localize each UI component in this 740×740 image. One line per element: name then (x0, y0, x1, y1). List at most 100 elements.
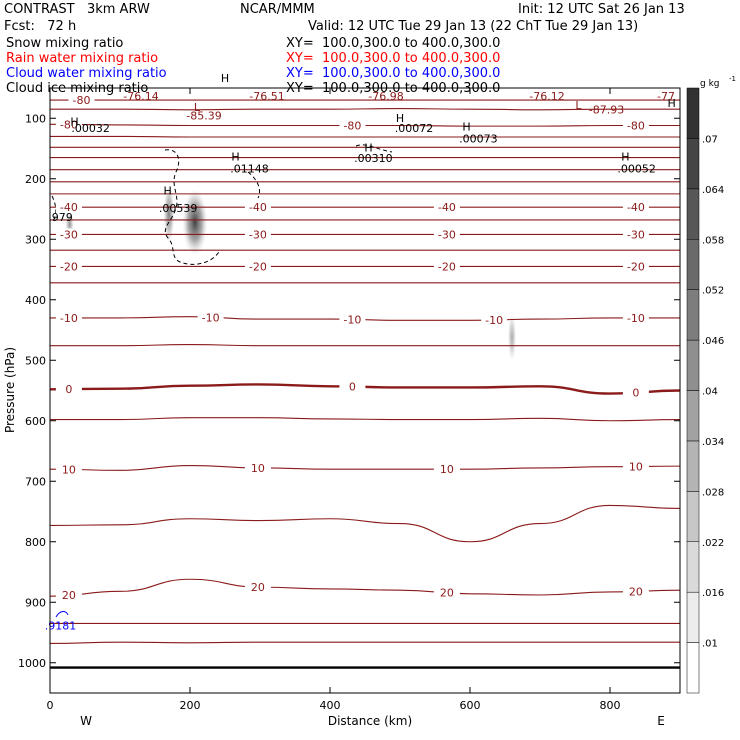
contour-label-bg (339, 313, 366, 326)
header-center: NCAR/MMM (240, 2, 315, 17)
high-marker: H (667, 97, 675, 110)
contour-label-bg (622, 311, 649, 324)
x-tick-label: 200 (180, 699, 201, 712)
extremum-value-label: .979 (48, 211, 73, 224)
contour-label: 10 (62, 463, 76, 476)
colorbar-label: .052 (702, 286, 724, 297)
plot-frame (49, 87, 681, 694)
high-marker: H (231, 151, 239, 164)
contour-label: 10 (629, 461, 643, 474)
temperature-contour (49, 504, 681, 543)
high-marker: H (621, 151, 629, 164)
contour-label: 20 (629, 585, 643, 598)
y-tick-label: 600 (25, 415, 46, 428)
cloud-ice-contour (355, 144, 393, 153)
contour-label: -30 (627, 228, 645, 241)
colorbar-swatch (686, 491, 700, 543)
high-marker: H (221, 72, 229, 85)
temperature-contour (49, 108, 680, 111)
y-tick-label: 1000 (18, 657, 46, 670)
header-fcst: Fcst: 72 h (4, 19, 77, 34)
contour-label: 20 (440, 587, 454, 600)
contour-label-bg (55, 260, 82, 273)
contour-label: -10 (627, 312, 645, 325)
temperature-contour (49, 464, 681, 471)
colorbar-swatch (686, 188, 700, 240)
contour-label: -10 (60, 312, 78, 325)
y-tick-label: 800 (25, 536, 46, 549)
colorbar-swatch (686, 440, 700, 492)
colorbar-swatch (686, 289, 700, 341)
y-tick-label: 900 (25, 596, 46, 609)
colorbar-swatch (686, 390, 700, 442)
colorbar-swatch (686, 642, 700, 694)
contour-label-bg (339, 380, 366, 393)
y-tick-label: 400 (25, 294, 46, 307)
colorbar-unit: g kg (700, 79, 720, 89)
extremum-value-label: .9181 (45, 619, 77, 632)
extremum-value-label: -87.93 (589, 103, 624, 116)
extremum-value-label: -76.98 (368, 90, 403, 103)
contour-label-bg (433, 586, 460, 599)
contour-label: -40 (627, 201, 645, 214)
high-marker: H (70, 116, 78, 129)
contour-label: -80 (343, 120, 361, 133)
high-marker: H (462, 120, 470, 133)
contour-label-bg (622, 260, 649, 273)
contour-label-bg (622, 119, 649, 132)
contour-label-bg (55, 383, 82, 396)
contour-label: -80 (627, 120, 645, 133)
contour-label-bg (433, 228, 460, 241)
contour-label-bg (55, 201, 82, 214)
colorbar-label: .064 (702, 185, 724, 196)
contour-label-bg (55, 118, 82, 131)
contour-label-bg (244, 201, 271, 214)
west-endpoint-label: W (80, 714, 92, 728)
contour-label-bg (197, 311, 224, 324)
legend-snow-name: Snow mixing ratio (6, 36, 124, 51)
colorbar-label: .022 (702, 538, 724, 549)
contour-label-bg (244, 461, 271, 474)
contour-label-bg (339, 119, 366, 132)
east-endpoint-label: E (657, 714, 665, 728)
extremum-value-label: .00539 (159, 202, 198, 215)
contour-label: 10 (251, 462, 265, 475)
y-tick-label: 300 (25, 233, 46, 246)
extremum-value-label: .00073 (459, 132, 498, 145)
contour-label-bg (55, 228, 82, 241)
contour-label-bg (55, 311, 82, 324)
contour-label-bg (244, 228, 271, 241)
cloud-ice-contour (247, 171, 261, 199)
y-axis-label: Pressure (hPa) (3, 347, 17, 433)
colorbar-swatch (686, 239, 700, 290)
colorbar-swatch (686, 339, 700, 391)
contour-label: 0 (65, 383, 72, 396)
contour-label: -30 (60, 228, 78, 241)
extremum-value-label: .01148 (230, 163, 269, 176)
y-tick-label: 700 (25, 475, 46, 488)
contour-label: 10 (440, 463, 454, 476)
x-tick-label: 600 (460, 699, 481, 712)
low-marker: L (194, 101, 201, 114)
temperature-contour (49, 417, 681, 422)
high-marker: H (364, 142, 372, 155)
contour-label: 20 (62, 589, 76, 602)
x-tick-label: 400 (320, 699, 341, 712)
x-axis-label: Distance (km) (328, 714, 412, 728)
header-valid: Valid: 12 UTC Tue 29 Jan 13 (22 ChT Tue … (308, 19, 639, 34)
contour-label: -40 (438, 201, 456, 214)
contour-label: -30 (249, 228, 267, 241)
y-tick-label: 100 (25, 112, 46, 125)
temperature-contour (49, 578, 681, 597)
header-title-left: CONTRAST 3km ARW (4, 2, 150, 17)
contour-label-bg (622, 585, 649, 598)
contour-label: -20 (627, 260, 645, 273)
temperature-contour (49, 343, 680, 347)
contour-label-bg (622, 460, 649, 473)
colorbar-label: .028 (702, 487, 724, 498)
extremum-value-label: -76.14 (123, 90, 158, 103)
cloud-ice-contour (51, 195, 57, 223)
colorbar-swatch (686, 87, 700, 139)
contour-label-bg (622, 201, 649, 214)
contour-label: 20 (251, 581, 265, 594)
